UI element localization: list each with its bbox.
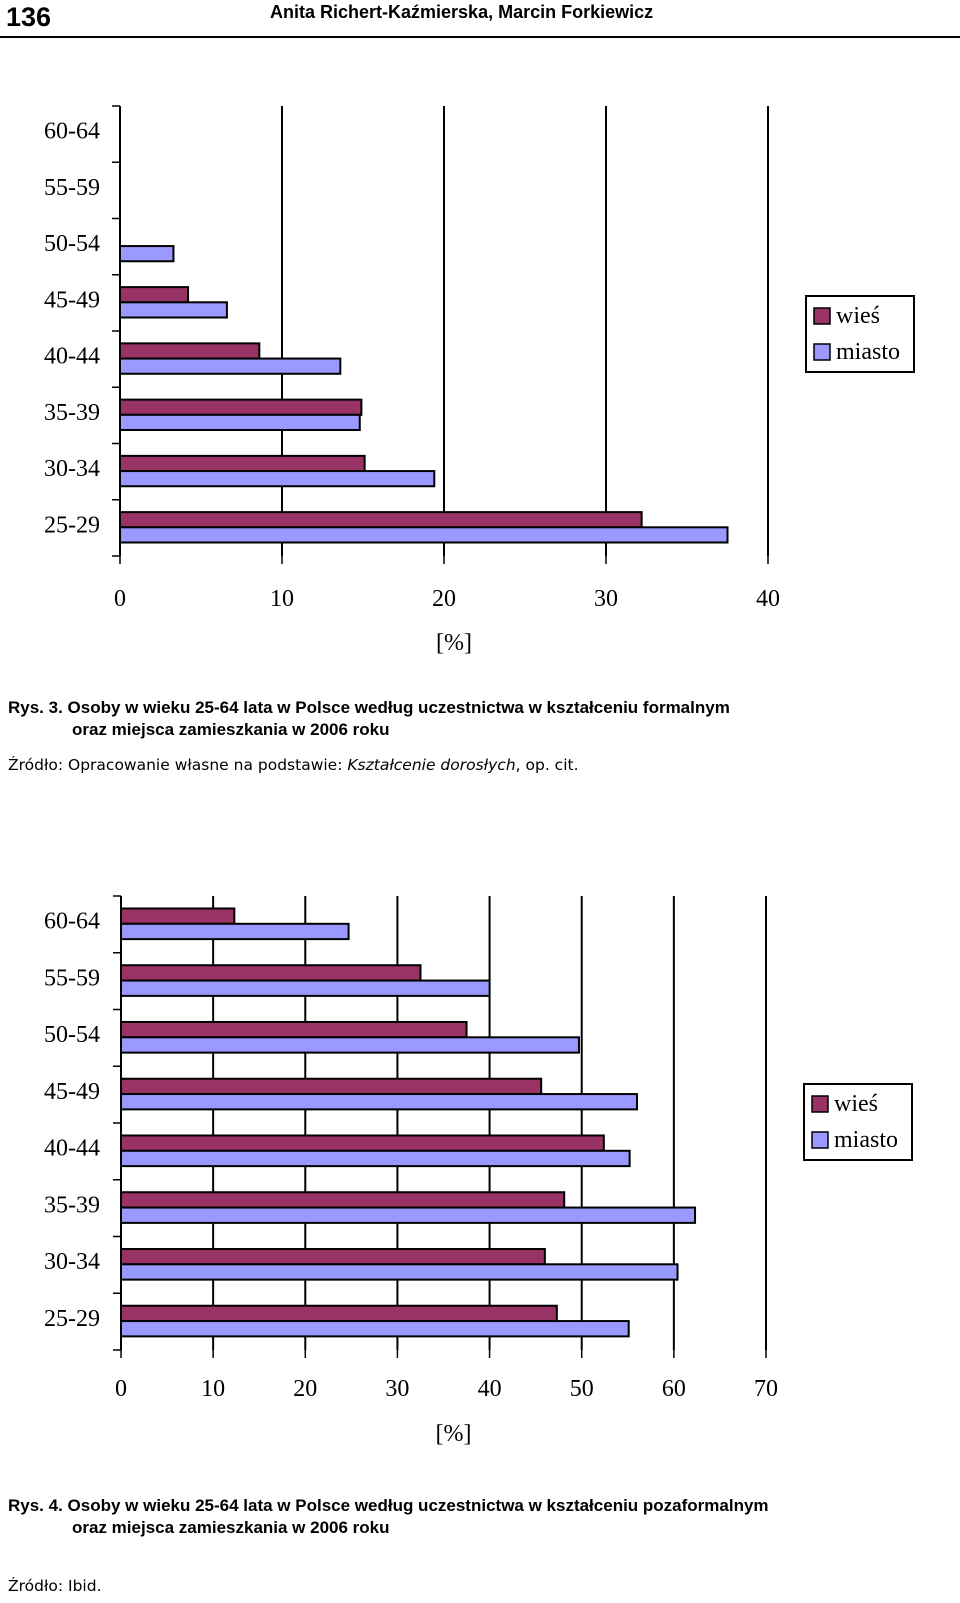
figure-4-caption: Rys. 4. Osoby w wieku 25-64 lata w Polsc…: [8, 1495, 908, 1539]
page-number: 136: [6, 2, 52, 32]
figure-3-chart: 0 10 20 30 40 25-29 30-34 35-39 40-44 45-49 50-54 5…: [44, 105, 915, 656]
legend-label-miasto: miasto: [836, 339, 900, 365]
bar-miasto-25-29: [120, 1320, 630, 1338]
y-category-label: 60-64: [44, 119, 100, 145]
legend: wieś miasto: [805, 295, 915, 373]
bar-wies-25-29: [119, 511, 643, 529]
y-category-label: 40-44: [44, 344, 100, 370]
figure-3-caption: Rys. 3. Osoby w wieku 25-64 lata w Polsc…: [8, 697, 908, 741]
y-category-label: 30-34: [44, 1249, 100, 1275]
bar-miasto-45-49: [119, 301, 228, 319]
figure-3-source-suffix: , op. cit.: [515, 756, 579, 774]
figure-3-source: Źródło: Opracowanie własne na podstawie:…: [8, 756, 579, 774]
bar-miasto-50-54: [120, 1036, 580, 1054]
x-tick-label: 30: [594, 586, 618, 612]
bar-wies-45-49: [119, 286, 190, 304]
x-tick-label: 0: [115, 1376, 127, 1402]
bar-wies-40-44: [120, 1134, 605, 1152]
x-tick-label: 20: [293, 1376, 317, 1402]
bar-wies-50-54: [120, 1020, 468, 1039]
figure-4-source: Źródło: Ibid.: [8, 1577, 102, 1595]
x-tick-label: 70: [754, 1376, 778, 1402]
y-category-label: 45-49: [44, 287, 100, 313]
bar-wies-30-34: [120, 1247, 546, 1266]
page-header: 136 Anita Richert-Kaźmierska, Marcin For…: [0, 0, 960, 38]
legend-label-wies: wieś: [836, 303, 880, 329]
y-category-label: 25-29: [44, 512, 100, 538]
y-category-label: 35-39: [44, 400, 100, 426]
x-tick-label: 50: [570, 1376, 594, 1402]
legend-label-miasto: miasto: [834, 1127, 898, 1153]
figure-4-caption-label: Rys. 4.: [8, 1496, 63, 1515]
bar-wies-35-39: [119, 398, 363, 416]
x-tick-label: 10: [270, 586, 294, 612]
figure-4-caption-line1: Osoby w wieku 25-64 lata w Polsce według…: [67, 1496, 769, 1515]
bar-miasto-40-44: [119, 357, 342, 375]
figure-4-caption-line2: oraz miejsca zamieszkania w 2006 roku: [72, 1518, 390, 1537]
figure-4-chart: 0 10 20 30 40 50 60 70 25-29 30-34 35-39 40-44 45-49…: [44, 895, 913, 1447]
x-tick-label: 40: [756, 586, 780, 612]
figure-3-source-prefix: Źródło: Opracowanie własne na podstawie:: [8, 756, 348, 774]
bar-miasto-30-34: [119, 470, 436, 488]
bar-miasto-60-64: [120, 922, 350, 941]
bar-miasto-35-39: [119, 413, 361, 431]
bar-miasto-30-34: [120, 1263, 679, 1281]
x-tick-label: 30: [385, 1376, 409, 1402]
legend-swatch-wies: [811, 1095, 829, 1113]
legend-swatch-miasto: [811, 1131, 829, 1149]
figure-3-caption-label: Rys. 3.: [8, 698, 63, 717]
bar-miasto-35-39: [120, 1206, 697, 1224]
y-category-label: 50-54: [44, 1022, 100, 1048]
legend-swatch-wies: [813, 307, 831, 325]
bar-wies-55-59: [120, 964, 422, 982]
bar-miasto-55-59: [120, 979, 491, 997]
y-category-label: 25-29: [44, 1306, 100, 1332]
bar-miasto-50-54: [119, 245, 175, 263]
y-category-label: 55-59: [44, 965, 100, 991]
x-axis-title: [%]: [436, 1421, 472, 1447]
bar-wies-45-49: [120, 1077, 543, 1096]
x-tick-label: 40: [478, 1376, 502, 1402]
y-category-label: 60-64: [44, 909, 100, 935]
running-head-authors: Anita Richert-Kaźmierska, Marcin Forkiew…: [270, 2, 654, 22]
x-tick-label: 60: [662, 1376, 686, 1402]
bar-wies-40-44: [119, 342, 261, 360]
bar-wies-30-34: [119, 454, 366, 473]
legend-label-wies: wieś: [834, 1091, 878, 1117]
figure-3-caption-line1: Osoby w wieku 25-64 lata w Polsce według…: [67, 698, 730, 717]
x-tick-label: 0: [114, 586, 126, 612]
legend-swatch-miasto: [813, 343, 831, 361]
bar-miasto-40-44: [120, 1149, 631, 1168]
x-tick-label: 10: [201, 1376, 225, 1402]
bar-miasto-25-29: [119, 526, 729, 544]
figure-3-source-title: Kształcenie dorosłych: [347, 756, 516, 774]
bar-wies-25-29: [120, 1304, 558, 1323]
y-category-label: 50-54: [44, 231, 100, 257]
bar-wies-35-39: [120, 1191, 566, 1209]
legend: wieś miasto: [803, 1083, 913, 1161]
bar-wies-60-64: [120, 907, 236, 925]
y-category-label: 40-44: [44, 1136, 100, 1162]
y-category-label: 30-34: [44, 456, 100, 482]
y-category-label: 35-39: [44, 1192, 100, 1218]
y-category-label: 55-59: [44, 175, 100, 201]
y-category-label: 45-49: [44, 1079, 100, 1105]
x-axis-title: [%]: [436, 630, 472, 656]
x-tick-label: 20: [432, 586, 456, 612]
figure-3-caption-line2: oraz miejsca zamieszkania w 2006 roku: [72, 720, 390, 739]
bar-miasto-45-49: [120, 1093, 638, 1111]
